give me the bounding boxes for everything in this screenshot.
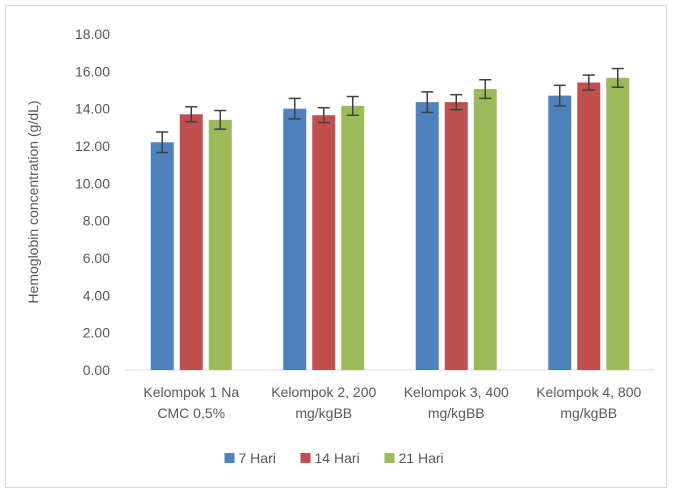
- y-tick-label: 18.00: [75, 26, 110, 42]
- legend-swatch: [224, 453, 235, 463]
- legend-label: 21 Hari: [399, 450, 444, 466]
- legend-swatch: [300, 453, 311, 463]
- x-category-label: Kelompok 4, 800: [536, 384, 641, 400]
- y-tick-label: 0.00: [83, 362, 110, 378]
- bar: [606, 77, 630, 370]
- legend-label: 14 Hari: [315, 450, 360, 466]
- y-axis-title: Hemoglobin concentration (g/dL): [25, 100, 41, 303]
- x-category-label: mg/kgBB: [428, 405, 485, 421]
- x-category-label: CMC 0,5%: [157, 405, 225, 421]
- x-category-label: Kelompok 2, 200: [271, 384, 376, 400]
- bar: [577, 82, 601, 371]
- bar: [415, 102, 439, 370]
- y-tick-label: 10.00: [75, 175, 110, 191]
- bar: [444, 102, 468, 370]
- labels-layer: 0.00 2.00 4.00 6.00 8.00 10.00 12.00 14.00 16.00…: [25, 26, 641, 421]
- bar: [341, 105, 365, 370]
- bar: [208, 119, 232, 370]
- y-tick-label: 2.00: [83, 325, 110, 341]
- x-category-label: Kelompok 1 Na: [143, 384, 239, 400]
- legend-swatch: [384, 453, 395, 463]
- bar: [548, 95, 572, 370]
- bar: [150, 142, 174, 370]
- x-category-label: Kelompok 3, 400: [404, 384, 509, 400]
- bar: [179, 114, 203, 371]
- y-tick-label: 12.00: [75, 138, 110, 154]
- y-tick-label: 4.00: [83, 287, 110, 303]
- x-category-label: mg/kgBB: [560, 405, 617, 421]
- x-category-label: mg/kgBB: [295, 405, 352, 421]
- y-tick-label: 14.00: [75, 101, 110, 117]
- y-tick-label: 8.00: [83, 213, 110, 229]
- y-tick-label: 6.00: [83, 250, 110, 266]
- bars-layer: [150, 67, 630, 371]
- bar: [312, 115, 336, 370]
- legend: 7 Hari 14 Hari 21 Hari: [224, 450, 444, 466]
- y-tick-label: 16.00: [75, 63, 110, 79]
- legend-label: 7 Hari: [239, 450, 276, 466]
- bar: [283, 108, 307, 371]
- bar: [473, 89, 497, 371]
